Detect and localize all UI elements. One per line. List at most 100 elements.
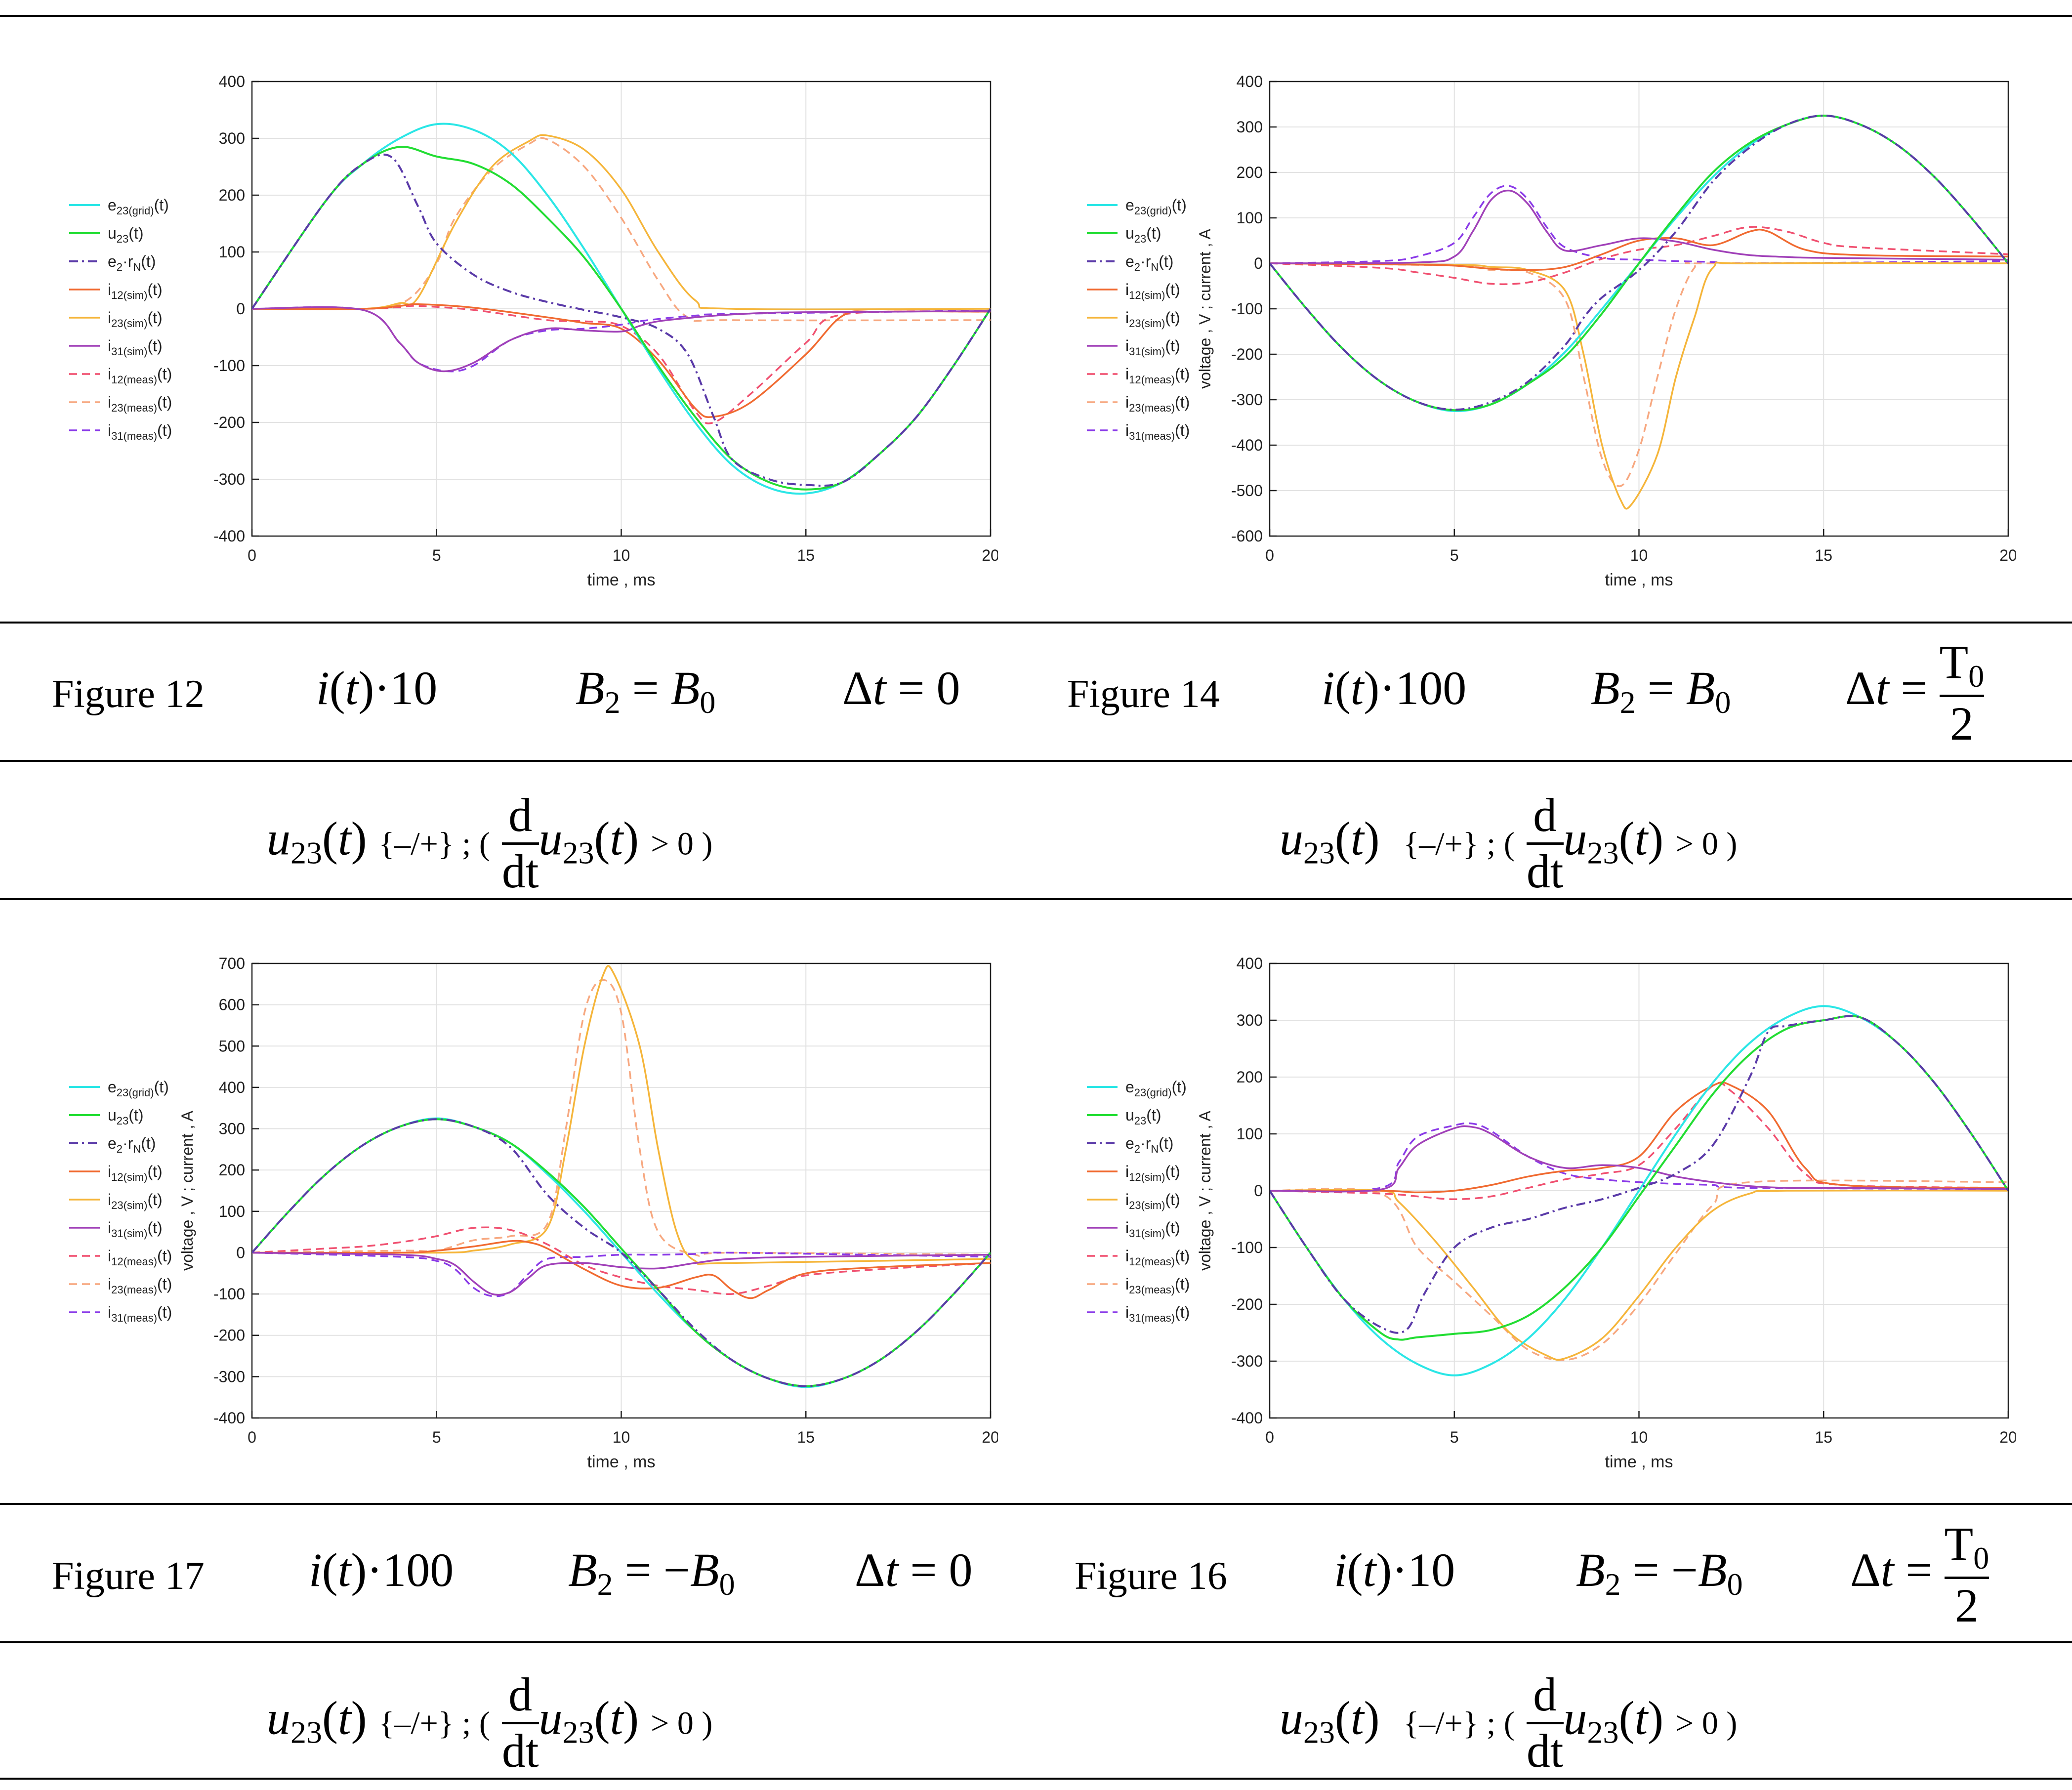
fig14-ytick-label: 200 [1237,164,1263,181]
fig14-cond-dt: dt [1526,844,1564,898]
fig12-ytick-label: 0 [236,300,245,318]
rule-under-top-captions [0,760,2072,762]
fig16-ytick-label: 200 [1237,1068,1263,1086]
fig12-ytick-label: 200 [219,186,245,204]
fig16-condition: u23(t) {–/+} ; ( d dt u23(t) > 0 ) [1280,1668,1738,1777]
fig16-cond-dt: dt [1526,1724,1564,1777]
fig14-xtick-label: 5 [1450,546,1459,564]
fig14-legend-label-i12_meas: i12(meas)(t) [1125,365,1190,386]
fig12-legend-label-e2rN: e2·rN(t) [108,252,156,273]
fig17-dt: Δt = 0 [855,1543,973,1596]
fig16-xtick-label: 0 [1265,1428,1274,1446]
fig12-legend-label-i31_meas: i31(meas)(t) [108,421,172,442]
fig17-scale: i(t)·100 [309,1543,454,1596]
fig17-b2-sym: B [568,1543,597,1596]
fig17-legend-label-i23_meas: i23(meas)(t) [108,1275,172,1296]
fig17-dt-value: = 0 [910,1543,973,1596]
fig16-legend-label-e2rN: e2·rN(t) [1125,1134,1173,1155]
fig14-series-e2rN [1270,115,2008,411]
fig12-b2-sym: B [576,662,605,714]
fig14-dt-num: T [1939,635,1969,688]
fig12-legend-label-i31_sim: i31(sim)(t) [108,337,163,358]
fig14-scale-value: 100 [1395,662,1467,714]
rule-under-top-conditions [0,898,2072,900]
fig17-legend-label-i12_meas: i12(meas)(t) [108,1247,172,1268]
fig16-b0-sub: 0 [1727,1567,1743,1602]
fig16-ytick-label: 100 [1237,1125,1263,1143]
rule-under-top-charts [0,622,2072,624]
fig12-legend-label-i12_meas: i12(meas)(t) [108,365,172,386]
fig16-series-i12_sim [1270,1082,2008,1194]
fig17-series-i31_meas [252,1251,991,1297]
fig17-xtick-label: 10 [613,1428,630,1446]
fig14-ytick-label: -400 [1231,436,1263,454]
fig17-cond-mid: {–/+} ; ( [378,1705,490,1742]
fig12-cond-mid: {–/+} ; ( [378,826,490,862]
fig12-b0-sym: B [670,662,700,714]
fig14-series-i12_meas [1270,226,2008,285]
fig14-b0-sym: B [1686,662,1715,714]
fig17-cond-dt: dt [501,1724,539,1777]
fig17-ytick-label: 200 [219,1161,245,1179]
fig17-legend-label-e23_grid: e23(grid)(t) [108,1078,169,1099]
fig14-ytick-label: -200 [1231,345,1263,363]
fig17-ytick-label: 0 [236,1244,245,1261]
chart-fig12: 0 5 10 15 20 -400 -300 -200 -100 0 100 200 300 400 tim… [59,69,998,603]
fig16-cond-mid: {–/+} ; ( [1403,1705,1515,1742]
fig16-b2: B2 = −B0 [1576,1543,1743,1602]
fig14-legend-label-i31_meas: i31(meas)(t) [1125,421,1190,442]
fig12-xtick-label: 10 [613,546,630,564]
fig14-b2-sym: B [1591,662,1620,714]
fig16-ytick-label: 400 [1237,955,1263,972]
chart-fig16: 0 5 10 15 20 -400 -300 -200 -100 0 100 200 300 400 tim… [1077,951,2016,1485]
fig16-series-e2rN [1270,1015,2008,1334]
fig12-series-i23_meas [252,137,991,322]
fig14-series-i31_sim [1270,189,2008,264]
fig14-cond-mid: {–/+} ; ( [1403,826,1515,862]
fig12-legend-label-i23_meas: i23(meas)(t) [108,393,172,414]
rule-under-bottom-charts [0,1503,2072,1505]
fig12-ytick-label: -300 [213,470,245,488]
bottom-rule [0,1778,2072,1780]
fig14-legend-label-i12_sim: i12(sim)(t) [1125,281,1180,301]
fig14-xtick-label: 20 [1999,546,2016,564]
fig17-label: Figure 17 [52,1554,205,1598]
fig14-dt-numsub: 0 [1968,659,1985,694]
fig14-legend-label-i31_sim: i31(sim)(t) [1125,337,1180,358]
fig17-legend-label-i23_sim: i23(sim)(t) [108,1191,163,1211]
fig16-ytick-label: -300 [1231,1352,1263,1370]
fig12-legend-label-i23_sim: i23(sim)(t) [108,309,163,330]
top-rule [0,15,2072,17]
fig12-dt-value: = 0 [898,662,960,714]
fig16-series-group [1270,1005,2008,1376]
fig12-cond-d: d [508,789,533,841]
fig16-dt-num: T [1944,1517,1974,1570]
fig17-scale-value: 100 [382,1543,454,1596]
fig17-xtick-label: 15 [797,1428,815,1446]
fig12-scale: i(t)·10 [316,662,438,714]
rule-under-bottom-captions [0,1641,2072,1643]
fig14-series-i31_meas [1270,185,2008,264]
fig12-ytick-label: -400 [213,527,245,545]
fig14-dt-den: 2 [1949,697,1974,750]
fig14-scale: i(t)·100 [1322,662,1467,714]
fig17-b0-sub: 0 [719,1567,735,1602]
fig12-series-u23 [252,146,991,491]
fig17-series-e2rN [252,1118,991,1387]
fig12-ytick-label: 400 [219,73,245,90]
fig14-b2-sub: 2 [1619,685,1636,720]
fig16-legend-label-i23_sim: i23(sim)(t) [1125,1191,1180,1211]
fig16-legend-label-i12_meas: i12(meas)(t) [1125,1247,1190,1268]
fig14-ytick-label: -300 [1231,391,1263,409]
fig17-ytick-label: 600 [219,996,245,1014]
fig12-b2-sub: 2 [604,685,621,720]
fig17-condition: u23(t) {–/+} ; ( d dt u23(t) > 0 ) [267,1668,713,1777]
fig14-condition: u23(t) {–/+} ; ( d dt u23(t) > 0 ) [1280,789,1738,898]
fig16-legend-label-i31_meas: i31(meas)(t) [1125,1303,1190,1324]
fig17-ylabel: voltage , V ; current , A [178,1110,196,1270]
fig17-series-group [252,965,991,1388]
fig14-ytick-label: -500 [1231,482,1263,500]
fig16-b0-sym: B [1698,1543,1727,1596]
fig12-dt: Δt = 0 [842,662,960,714]
fig16-series-i23_sim [1270,1189,2008,1361]
